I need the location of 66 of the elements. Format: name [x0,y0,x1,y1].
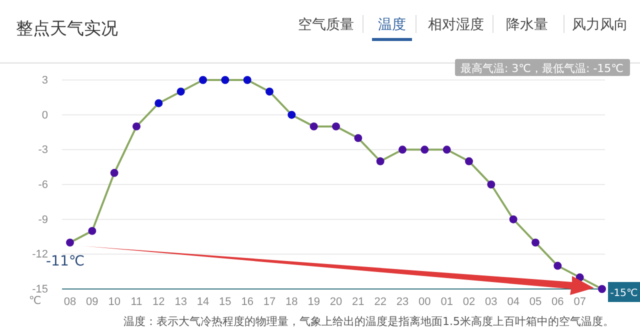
y-tick-label: 3 [42,74,48,87]
point [176,88,185,96]
point [376,157,384,166]
point [420,146,429,154]
point [487,180,496,188]
x-tick-label: 05 [529,296,542,308]
x-tick-label: 19 [308,296,320,308]
point [66,238,74,247]
point [199,76,207,84]
x-tick-label: 23 [396,296,409,308]
x-tick-label: 09 [86,296,98,308]
point [88,226,96,235]
text: 降水量 [506,17,548,33]
text: 相对湿度 [428,17,484,33]
x-tick-label: 21 [352,296,364,308]
point [332,122,340,130]
y-axis-title: ℃ [28,294,42,307]
x-tick-label: 13 [174,296,187,308]
x-tick-label: 01 [440,296,453,308]
x-tick-label: 11 [130,296,142,308]
text: 空气质量 [298,17,354,33]
point [532,238,540,247]
x-tick-label: 07 [574,296,586,308]
x-tick-label: 12 [152,296,165,308]
text: 温度 [378,17,406,33]
point [465,157,473,166]
y-tick-label: -3 [38,144,48,156]
y-tick-label: -12 [32,248,48,261]
text: 最高气温: 3℃，最低气温: -15℃ [460,62,624,75]
point [598,285,606,293]
x-tick-label: 18 [286,296,298,308]
point [221,76,230,84]
text: 温度：表示大气冷热程度的物理量，气象上给出的温度是指离地面1.5米高度上百叶箱中的空气温度。 [124,315,614,328]
x-tick-label: 16 [241,296,254,308]
x-tick-label: 00 [418,296,431,308]
x-tick-label: 03 [485,296,498,308]
x-tick-label: 17 [263,296,276,308]
y-tick-label: -6 [38,179,48,192]
x-tick-label: 06 [552,296,564,308]
text: 风力风向 [572,17,628,33]
point [398,146,406,154]
point [154,99,163,108]
point [132,122,140,130]
point [554,262,562,270]
x-tick-label: 14 [196,296,210,308]
x-tick-label: 15 [219,296,232,308]
x-tick-label: 02 [462,296,476,308]
point [354,134,362,142]
x-tick-label: 22 [374,296,386,308]
chart-title: 整点天气实况 [16,19,118,39]
annotation: -11℃ [46,254,85,270]
x-tick-label: 10 [108,296,120,308]
point [442,146,451,154]
point [266,88,274,96]
x-tick-label: 08 [64,296,76,308]
x-tick-label: 04 [507,296,520,308]
y-tick-label: 0 [42,109,48,122]
point [288,110,296,119]
y-tick-label: -15 [32,284,48,296]
y-tick-label: -9 [38,214,48,226]
x-tick-label: 20 [330,296,342,308]
point [243,76,252,84]
text: -15℃ [610,288,638,299]
point [509,215,518,224]
point [310,122,318,130]
point [110,168,118,177]
